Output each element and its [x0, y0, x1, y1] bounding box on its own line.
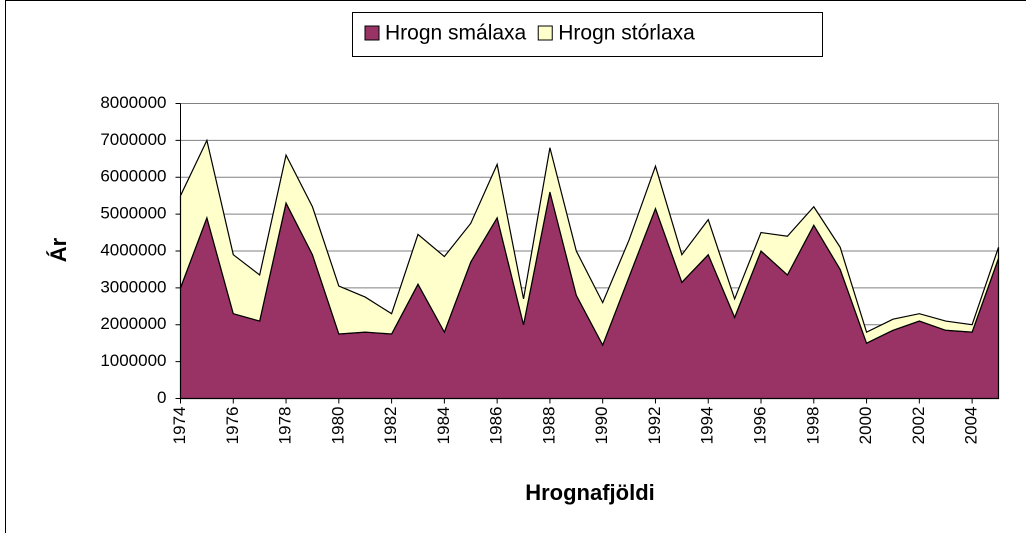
area [179, 138, 1000, 347]
x-tick-label: 1980 [328, 407, 347, 445]
x-tick-label: 1994 [698, 407, 717, 445]
y-tick-label: 1000000 [100, 351, 166, 370]
x-tick-label: 1988 [539, 407, 558, 445]
y-tick-label: 5000000 [100, 204, 166, 223]
x-tick-label: 2002 [909, 407, 928, 445]
x-tick-label: 2004 [962, 407, 981, 445]
x-tick-label: 2000 [856, 407, 875, 445]
x-tick-label: 1976 [223, 407, 242, 445]
legend-label: Hrogn smálaxa [385, 22, 527, 45]
y-tick-label: 4000000 [100, 240, 166, 259]
chart-border [5, 0, 1026, 533]
legend-swatch [364, 25, 380, 41]
x-tick-label: 1986 [487, 406, 506, 444]
x-tick-label: 1978 [276, 407, 295, 445]
legend-swatch [537, 25, 553, 41]
x-tick-label: 1990 [592, 407, 611, 445]
x-tick-label: 1984 [434, 407, 453, 445]
y-axis-title: Ár [46, 237, 71, 262]
x-tick-label: 1982 [381, 407, 400, 445]
legend [352, 12, 823, 57]
y-tick-label: 2000000 [100, 314, 166, 333]
y-tick-label: 8000000 [100, 93, 166, 112]
y-tick-label: 3000000 [100, 277, 166, 296]
x-tick-label: 1998 [803, 407, 822, 445]
y-tick-label: 6000000 [100, 167, 166, 186]
y-tick-label: 0 [157, 388, 166, 407]
x-axis-title: Hrognafjöldi [525, 480, 655, 505]
x-tick-label: 1974 [170, 407, 189, 445]
x-tick-label: 1996 [751, 407, 770, 445]
x-tick-label: 1992 [645, 407, 664, 445]
y-tick-label: 7000000 [100, 130, 166, 149]
legend-label: Hrogn stórlaxa [558, 22, 695, 45]
